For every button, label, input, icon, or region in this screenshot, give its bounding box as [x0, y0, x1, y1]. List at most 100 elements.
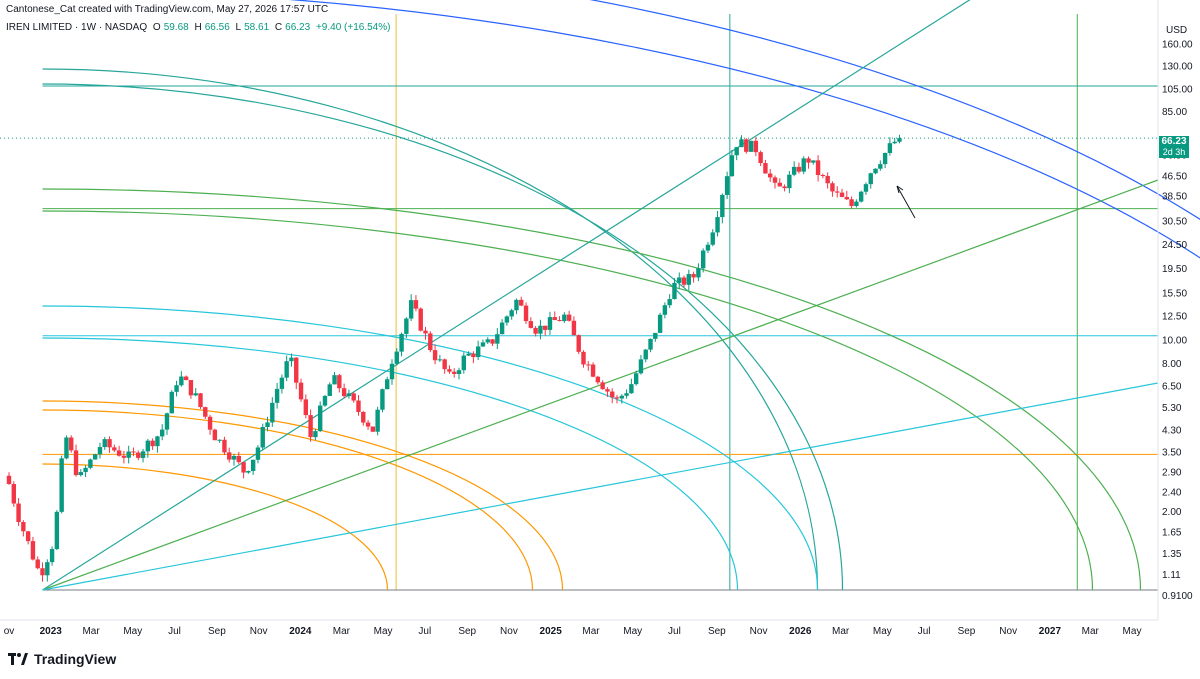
- fib-arc: [42, 337, 739, 591]
- time-tick-label: Mar: [1082, 626, 1100, 637]
- candle-body: [198, 393, 203, 408]
- price-axis[interactable]: 160.00130.00105.0085.0056.5046.5038.5030…: [1157, 0, 1193, 620]
- time-tick-label: May: [873, 626, 892, 637]
- candle-body: [801, 158, 806, 172]
- candle-body: [887, 143, 893, 154]
- candle-body: [715, 217, 720, 233]
- fib-arc: [589, 0, 1200, 221]
- candle-body: [30, 541, 36, 560]
- time-tick-label: Jul: [918, 626, 931, 637]
- candle-body: [586, 364, 591, 366]
- candle-body: [370, 426, 376, 432]
- candle-body: [523, 305, 529, 322]
- tradingview-logo-text: TradingView: [34, 651, 117, 667]
- candle-body: [21, 522, 26, 532]
- candle-body: [791, 166, 797, 175]
- candle-body: [461, 355, 467, 371]
- candle-body: [882, 153, 888, 165]
- candle-body: [164, 413, 170, 430]
- time-tick-label: Sep: [208, 626, 226, 637]
- fibonacci-drawings[interactable]: [0, 0, 1200, 591]
- time-tick-label: Mar: [82, 626, 100, 637]
- price-tick-label: 0.9100: [1162, 591, 1193, 602]
- candle-body: [614, 397, 620, 399]
- candle-body: [533, 327, 538, 334]
- candle-body: [858, 191, 864, 202]
- low-value: 58.61: [244, 22, 270, 33]
- close-value: 66.23: [285, 22, 311, 33]
- candle-body: [643, 349, 648, 360]
- candle-body: [590, 364, 596, 377]
- candle-body: [227, 452, 232, 460]
- candle-body: [552, 317, 557, 321]
- price-tick-label: 38.50: [1162, 192, 1187, 203]
- price-tick-label: 2.40: [1162, 488, 1182, 499]
- candle-body: [471, 353, 476, 358]
- price-tick-label: 160.00: [1162, 40, 1193, 51]
- candle-body: [504, 316, 510, 323]
- candle-body: [705, 244, 711, 251]
- candle-body: [595, 376, 601, 383]
- time-tick-label: Sep: [708, 626, 726, 637]
- price-tick-label: 1.65: [1162, 528, 1182, 539]
- candle-body: [131, 451, 136, 453]
- candle-body: [571, 320, 577, 336]
- candle-body: [638, 359, 644, 374]
- candle-body: [432, 350, 438, 361]
- symbol-label: IREN LIMITED · 1W · NASDAQ: [6, 22, 148, 33]
- candle-body: [236, 455, 241, 463]
- candle-body: [116, 450, 122, 456]
- candle-body: [763, 163, 768, 174]
- candle-body: [112, 447, 117, 451]
- candle-body: [203, 407, 208, 417]
- candle-body: [294, 357, 299, 383]
- candle-body: [729, 155, 735, 177]
- candle-body: [681, 277, 687, 285]
- price-tick-label: 46.50: [1162, 171, 1187, 182]
- candle-body: [303, 399, 309, 416]
- tradingview-logo[interactable]: TradingView: [8, 651, 116, 667]
- candle-body: [624, 393, 629, 396]
- candle-body: [820, 174, 826, 176]
- candle-body: [863, 184, 869, 192]
- candle-body: [734, 147, 739, 156]
- candle-body: [806, 158, 811, 163]
- open-value: 59.68: [163, 22, 189, 33]
- candle-body: [691, 274, 696, 278]
- time-tick-label: Jul: [168, 626, 181, 637]
- candle-body: [217, 439, 222, 441]
- time-tick-label: Jul: [418, 626, 431, 637]
- candle-body: [605, 389, 610, 392]
- time-tick-label: May: [623, 626, 642, 637]
- candle-body: [557, 320, 562, 322]
- time-axis[interactable]: ov 2023 Mar May Jul Sep Nov 2024 Mar May Jul Sep Nov…: [0, 619, 1158, 637]
- time-tick-label: Sep: [958, 626, 976, 637]
- candle-body: [54, 511, 60, 550]
- candle-body: [519, 299, 524, 306]
- time-tick-label: May: [1123, 626, 1142, 637]
- candle-body: [475, 346, 481, 358]
- candle-body: [356, 400, 361, 412]
- candle-body: [255, 447, 261, 460]
- candle-body: [657, 314, 663, 333]
- currency-label[interactable]: USD: [1166, 25, 1188, 36]
- fib-arc: [42, 83, 844, 591]
- time-tick-label: Nov: [500, 626, 518, 637]
- high-key: H: [194, 22, 202, 33]
- close-key: C: [274, 22, 283, 33]
- candle-body: [389, 363, 395, 380]
- candle-body: [150, 440, 155, 447]
- candle-body: [437, 359, 443, 361]
- last-price-value: 66.23: [1161, 136, 1187, 147]
- candle-body: [485, 339, 490, 343]
- high-value: 66.56: [204, 22, 230, 33]
- candle-body: [159, 429, 165, 437]
- candle-body: [456, 370, 462, 374]
- price-tick-label: 85.00: [1162, 107, 1187, 118]
- candle-body: [193, 393, 198, 396]
- candle-body: [284, 361, 289, 378]
- candle-body: [739, 139, 744, 148]
- candle-body: [136, 452, 141, 458]
- candle-body: [332, 375, 337, 385]
